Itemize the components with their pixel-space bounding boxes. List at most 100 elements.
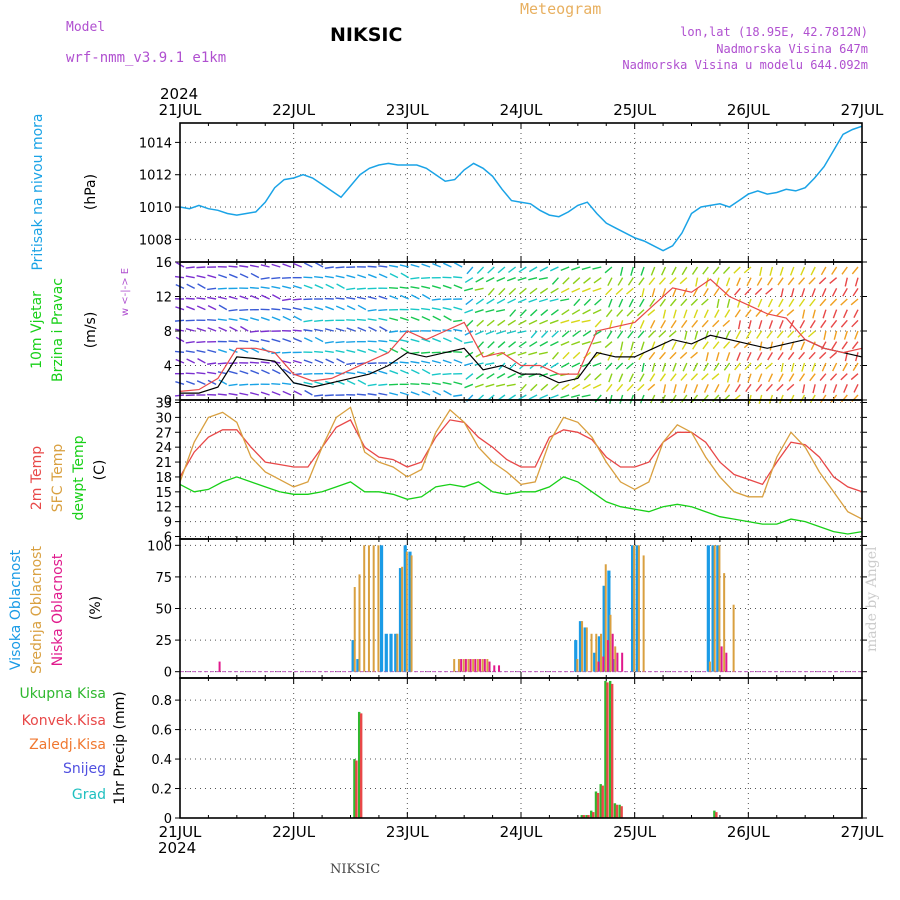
cloud-bar (716, 545, 720, 672)
wind-arrow (778, 298, 784, 308)
wind-arrow (476, 266, 485, 274)
wind-arrow (367, 308, 377, 312)
wind-arrow (790, 341, 795, 351)
wind-arrow (506, 330, 516, 335)
wind-arrow (658, 277, 666, 285)
x-tick-label-top: 25JUL (613, 101, 656, 119)
wind-arrow (453, 336, 463, 343)
wind-arrow (779, 394, 784, 404)
wind-arrow (335, 305, 345, 311)
cloud-bar (474, 659, 477, 672)
wind-arrow (821, 362, 827, 372)
wind-arrow (594, 319, 602, 328)
wind-arrow (626, 362, 634, 370)
wind-arrow (400, 294, 409, 300)
wind-arrow (801, 288, 806, 298)
wind-arrow (325, 305, 335, 311)
wind-arrow (776, 309, 784, 317)
wind-arrow (801, 362, 806, 372)
wind-arrow (325, 358, 335, 364)
wind-arrow (628, 298, 634, 308)
wind-arrow (640, 266, 645, 276)
cloud-high-label: Visoka Oblacnost (8, 549, 24, 670)
wind-arrow (303, 381, 313, 386)
cloud-bar (372, 545, 375, 672)
wind-arrow (217, 287, 227, 290)
wind-arrow (744, 362, 752, 371)
wind-arrow (693, 384, 699, 393)
y-tick-label: 0 (164, 394, 172, 409)
wind-arrow (778, 320, 784, 329)
wind-arrow (421, 263, 431, 268)
x-tick-label-top: 24JUL (500, 101, 543, 119)
wind-arrow (528, 319, 538, 325)
wind-arrow (743, 266, 752, 274)
x-tick-label-top: 21JUL (159, 101, 202, 119)
cloud-bar (611, 633, 614, 672)
wind-arrow (734, 383, 741, 393)
wind-arrow (658, 330, 666, 338)
wind-arrow (303, 319, 313, 323)
wind-arrow (282, 368, 292, 375)
precip-bar (357, 711, 361, 818)
wind-arrow (442, 306, 452, 311)
wind-arrow (249, 264, 260, 268)
wind-arrow (627, 277, 634, 286)
wind-arrow (410, 286, 420, 290)
wind-arrow (217, 393, 227, 396)
wind-arrow (346, 379, 356, 385)
wind-arrow (431, 372, 441, 376)
coords-label: lon,lat (18.95E, 42.7812N) (680, 25, 868, 39)
wind-arrow (207, 296, 217, 300)
wind-arrow (714, 384, 720, 393)
wind-arrow (734, 309, 741, 318)
wind-arrow (615, 287, 624, 295)
wind-arrow (217, 318, 227, 322)
cloud-bar (637, 545, 640, 672)
wind-arrow (625, 287, 634, 295)
wind-arrow (754, 287, 763, 296)
wind-arrow (789, 394, 795, 404)
wind-arrow (487, 287, 495, 296)
wind-arrow (818, 351, 827, 360)
wind-arrow (604, 266, 613, 274)
wind-arrow (411, 294, 420, 300)
wind-arrow (797, 330, 805, 338)
cloud-mid-label: Srednja Oblacnost (29, 546, 45, 674)
wind-arrow (641, 288, 645, 298)
wind-arrow (777, 277, 784, 286)
wind-arrow (608, 373, 613, 383)
wind-arrow (605, 362, 613, 371)
wind-arrow (196, 297, 206, 300)
wind-arrow (475, 330, 484, 336)
wind-arrow (314, 328, 324, 332)
wind-arrow (809, 298, 816, 307)
wind-arrow (271, 308, 281, 311)
wind-arrow (777, 351, 784, 361)
precip-bar (715, 812, 718, 818)
wind-arrow (626, 309, 634, 317)
y-tick-label: 0.2 (151, 783, 172, 798)
wind-arrow (679, 277, 688, 285)
wind-arrow (442, 284, 452, 289)
wind-arrow (843, 384, 848, 393)
wind-arrow (518, 394, 527, 401)
y-tick-label: 0.4 (151, 753, 172, 768)
precip-bar (610, 683, 614, 818)
wind-arrow (759, 266, 763, 276)
wind-arrow (282, 390, 292, 396)
wind-arrow (726, 352, 731, 362)
wind-arrow (443, 315, 452, 321)
wind-arrow (399, 391, 409, 396)
wind-arrow (550, 362, 559, 369)
wind-arrow (725, 277, 731, 287)
wind-arrow (757, 298, 763, 308)
wind-arrow (743, 341, 752, 349)
wind-arrow (594, 373, 602, 381)
wind-arrow (228, 370, 238, 375)
wind-arrow (453, 381, 463, 386)
wind-arrow (207, 274, 217, 279)
wind-arrow (496, 308, 506, 313)
cloud-bar (609, 614, 612, 672)
wind-arrow (442, 359, 452, 364)
